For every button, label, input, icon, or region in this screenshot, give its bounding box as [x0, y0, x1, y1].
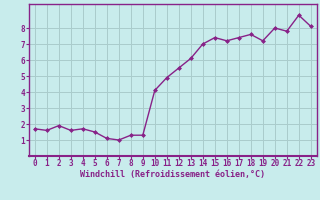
X-axis label: Windchill (Refroidissement éolien,°C): Windchill (Refroidissement éolien,°C)	[80, 170, 265, 179]
